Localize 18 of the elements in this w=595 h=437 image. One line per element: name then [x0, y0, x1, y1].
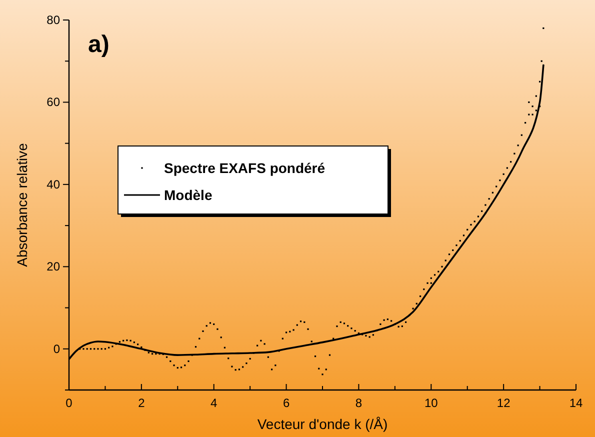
legend-label: Spectre EXAFS pondéré	[164, 160, 326, 176]
x-tick-label: 10	[424, 396, 438, 410]
legend-label: Modèle	[164, 187, 212, 203]
x-tick-label: 6	[282, 396, 290, 410]
annotation: a)	[88, 31, 110, 58]
y-tick-label: 20	[46, 260, 60, 274]
y-tick-label: 0	[53, 342, 60, 356]
x-tick-label: 4	[210, 396, 218, 410]
y-tick-label: 40	[46, 177, 60, 192]
x-tick-label: 0	[66, 396, 73, 410]
x-tick-label: 8	[355, 396, 362, 410]
x-tick-label: 12	[496, 396, 511, 410]
x-tick-label: 2	[138, 396, 146, 410]
y-tick-label: 80	[46, 13, 60, 27]
x-axis-title: Vecteur d'onde k (/Å)	[257, 416, 388, 432]
y-tick-label: 60	[46, 95, 60, 110]
x-tick-label: 14	[569, 396, 583, 410]
y-axis-title: Absorbance relative	[14, 142, 30, 267]
